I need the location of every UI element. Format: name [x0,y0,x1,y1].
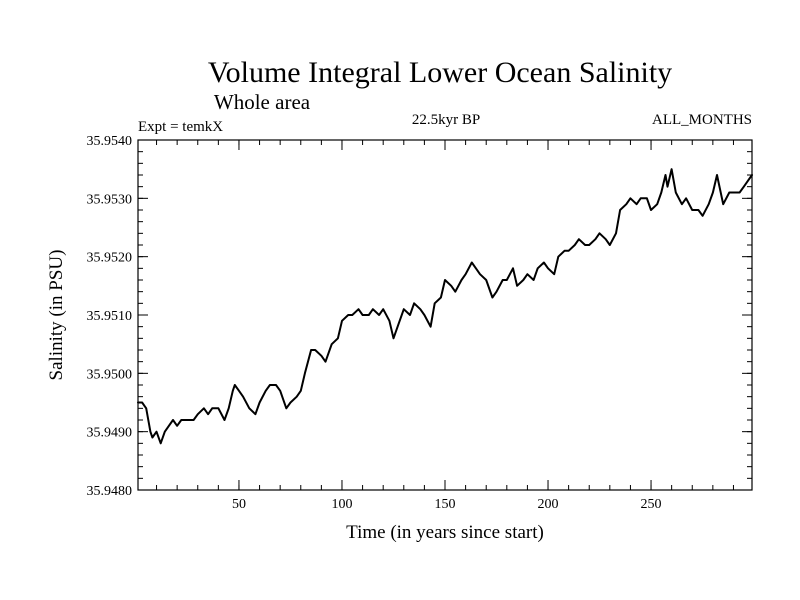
x-tick-label: 50 [232,497,246,512]
x-tick-label: 100 [331,497,352,512]
months-label: ALL_MONTHS [652,112,752,128]
experiment-label: Expt = temkX [138,119,223,135]
y-tick-label: 35.9490 [87,426,133,441]
y-tick-label: 35.9480 [87,484,133,499]
chart-title: Volume Integral Lower Ocean Salinity [208,56,672,89]
period-label: 22.5kyr BP [412,112,480,128]
data-series [137,168,753,445]
plot-frame [137,139,753,491]
x-tick-label: 150 [435,497,456,512]
y-tick-label: 35.9540 [87,134,133,149]
plot-axes: 50 100 150 200 250 35.9480 35.9490 35.9500 35.95… [87,134,752,512]
x-tick-label: 250 [641,497,662,512]
chart-subtitle: Whole area [214,90,311,114]
x-axis-label: Time (in years since start) [346,522,544,543]
salinity-series-line [137,168,753,445]
y-axis-label: Salinity (in PSU) [46,250,67,381]
x-tick-label: 200 [538,497,559,512]
y-tick-label: 35.9530 [87,192,133,207]
y-tick-label: 35.9510 [87,309,133,324]
y-tick-label: 35.9500 [87,367,133,382]
y-tick-label: 35.9520 [87,251,133,266]
